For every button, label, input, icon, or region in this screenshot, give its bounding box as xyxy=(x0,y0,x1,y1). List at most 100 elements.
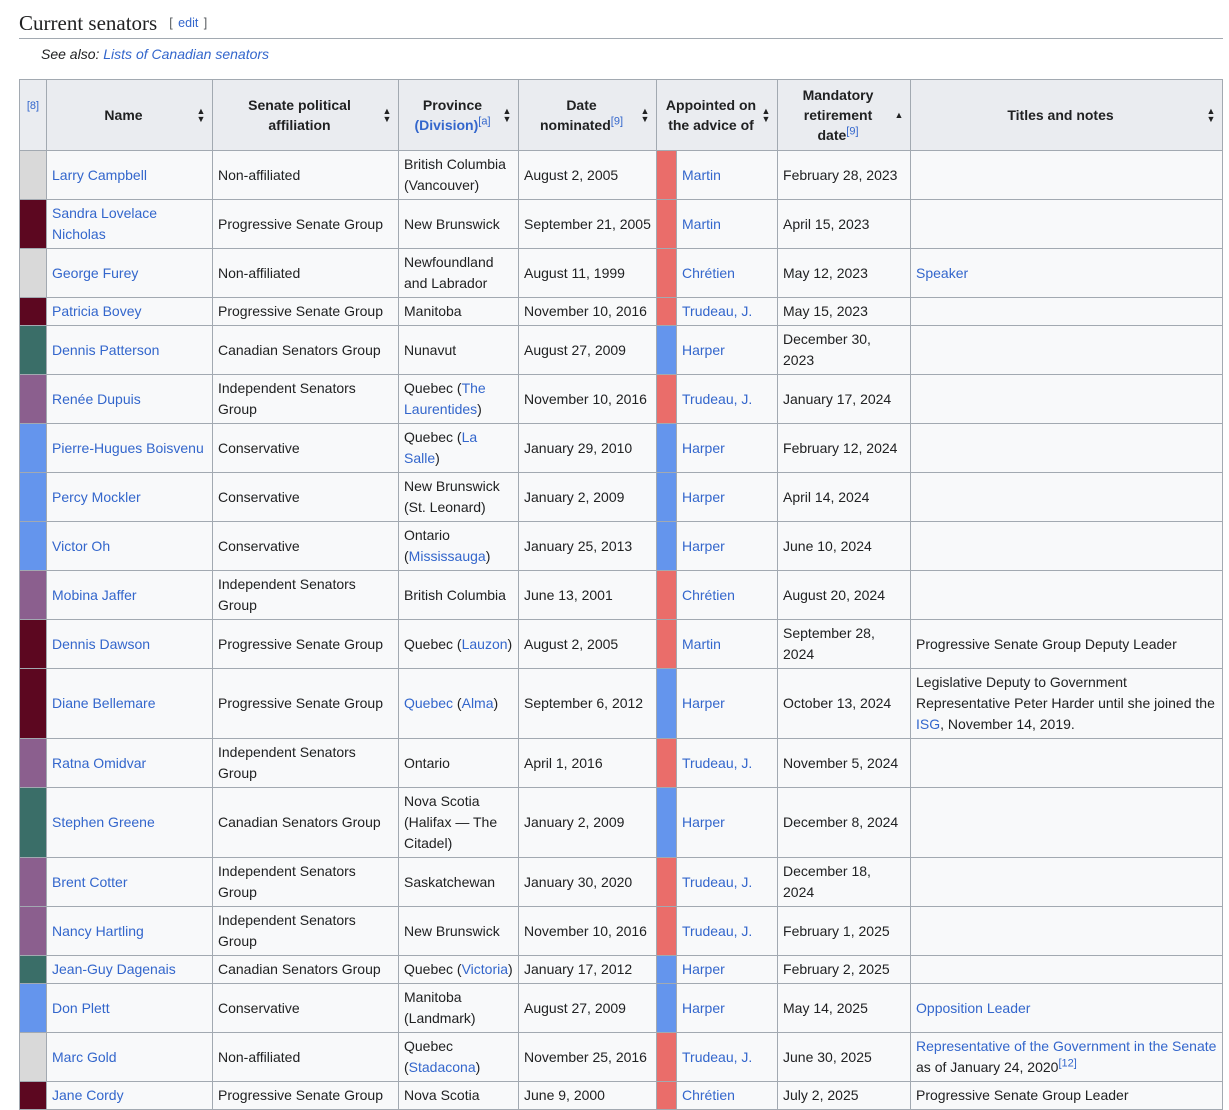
retirement-date-cell: December 8, 2024 xyxy=(777,787,912,858)
senator-name-link[interactable]: Victor Oh xyxy=(52,537,111,554)
senator-name-cell: Renée Dupuis xyxy=(46,374,213,424)
affiliation-cell: Independent Senators Group xyxy=(212,570,399,620)
senator-name-link[interactable]: Larry Campbell xyxy=(52,166,147,183)
note-ref-link[interactable]: [8] xyxy=(26,100,40,113)
pm-party-color-swatch xyxy=(656,248,677,298)
nominated-date-cell: April 1, 2016 xyxy=(518,738,657,788)
senator-name-link[interactable]: Diane Bellemare xyxy=(52,695,156,711)
sort-both-icon[interactable]: ▲ ▼ xyxy=(382,106,392,124)
province-cell: British Columbia xyxy=(398,570,519,620)
division-link[interactable]: Lauzon xyxy=(461,635,508,652)
prime-minister-link[interactable]: Chrétien xyxy=(682,1087,735,1103)
province-text: Quebec ( xyxy=(404,961,462,977)
header-province[interactable]: Province (Division)[a] ▲ ▼ xyxy=(398,79,519,151)
header-nominated[interactable]: Date nominated[9] ▲ ▼ xyxy=(518,79,657,151)
prime-minister-link[interactable]: Harper xyxy=(682,961,725,977)
prime-minister-link[interactable]: Trudeau, J. xyxy=(682,873,753,890)
senator-name-link[interactable]: George Furey xyxy=(52,264,139,281)
division-link[interactable]: Quebec xyxy=(404,695,454,711)
division-link[interactable]: Mississauga xyxy=(408,548,486,564)
prime-minister-link[interactable]: Martin xyxy=(682,166,721,183)
sort-ascending-icon[interactable]: ▲ xyxy=(894,110,904,120)
senator-name-link[interactable]: Nancy Hartling xyxy=(52,922,144,939)
header-province-ref[interactable]: [a] xyxy=(478,115,491,128)
prime-minister-link[interactable]: Harper xyxy=(682,814,725,830)
division-link[interactable]: Victoria xyxy=(461,961,509,977)
affiliation-cell: Independent Senators Group xyxy=(212,374,399,424)
prime-minister-link[interactable]: Harper xyxy=(682,341,725,358)
province-cell: British Columbia (Vancouver) xyxy=(398,150,519,200)
pm-party-color-swatch xyxy=(656,150,677,200)
header-name[interactable]: Name ▲ ▼ xyxy=(46,79,213,151)
header-nominated-ref[interactable]: [9] xyxy=(610,115,623,128)
nominated-date-cell: August 11, 1999 xyxy=(518,248,657,298)
province-text: Nova Scotia xyxy=(404,1087,480,1103)
affiliation-cell: Progressive Senate Group xyxy=(212,668,399,739)
senators-table-body: Larry Campbell Non-affiliated British Colu… xyxy=(19,150,1224,1110)
prime-minister-link[interactable]: Chrétien xyxy=(682,586,735,603)
senator-name-link[interactable]: Sandra Lovelace Nicholas xyxy=(52,205,158,242)
senator-name-link[interactable]: Ratna Omidvar xyxy=(52,754,147,771)
sort-both-icon[interactable]: ▲ ▼ xyxy=(502,106,512,124)
senator-name-link[interactable]: Dennis Dawson xyxy=(52,635,151,652)
title-link[interactable]: ISG xyxy=(916,716,941,732)
prime-minister-link[interactable]: Harper xyxy=(682,488,725,505)
header-division-link[interactable]: (Division) xyxy=(414,117,479,133)
header-retirement-ref[interactable]: [9] xyxy=(846,125,859,138)
province-text: Quebec ( xyxy=(404,380,462,396)
senator-name-link[interactable]: Stephen Greene xyxy=(52,814,155,830)
header-affiliation[interactable]: Senate political affiliation ▲ ▼ xyxy=(212,79,399,151)
titles-notes-cell xyxy=(910,199,1224,249)
sort-both-icon[interactable]: ▲ ▼ xyxy=(640,106,650,124)
reference-link[interactable]: [12] xyxy=(1058,1057,1077,1070)
province-text: ) xyxy=(508,961,513,977)
title-link[interactable]: Opposition Leader xyxy=(916,999,1031,1016)
province-text: ) xyxy=(507,635,513,652)
see-also-link[interactable]: Lists of Canadian senators xyxy=(103,46,270,62)
sort-both-icon[interactable]: ▲ ▼ xyxy=(1206,106,1216,124)
senator-name-link[interactable]: Mobina Jaffer xyxy=(52,586,137,603)
senator-name-link[interactable]: Patricia Bovey xyxy=(52,303,142,319)
prime-minister-link[interactable]: Chrétien xyxy=(682,264,735,281)
header-advice[interactable]: Appointed on the advice of ▲ ▼ xyxy=(655,79,779,151)
title-link[interactable]: Speaker xyxy=(916,264,969,281)
sort-both-icon[interactable]: ▲ ▼ xyxy=(761,106,771,124)
prime-minister-link[interactable]: Martin xyxy=(682,635,721,652)
affiliation-cell: Conservative xyxy=(212,423,399,473)
header-notes[interactable]: Titles and notes ▲ ▼ xyxy=(910,79,1224,151)
senator-name-link[interactable]: Pierre-Hugues Boisvenu xyxy=(52,439,204,456)
title-link[interactable]: Representative of the Government in the … xyxy=(916,1038,1217,1054)
division-link[interactable]: The Laurentides xyxy=(404,380,486,417)
prime-minister-link[interactable]: Harper xyxy=(682,439,725,456)
affiliation-color-swatch xyxy=(19,738,47,788)
senator-name-link[interactable]: Percy Mockler xyxy=(52,488,141,505)
senator-name-link[interactable]: Dennis Patterson xyxy=(52,341,160,358)
senator-name-link[interactable]: Renée Dupuis xyxy=(52,390,141,407)
pm-party-color-swatch xyxy=(656,199,677,249)
province-cell: Newfoundland and Labrador xyxy=(398,248,519,298)
senator-name-link[interactable]: Jean-Guy Dagenais xyxy=(52,961,176,977)
prime-minister-link[interactable]: Martin xyxy=(682,215,721,232)
prime-minister-link[interactable]: Trudeau, J. xyxy=(682,1048,753,1065)
division-link[interactable]: Stadacona xyxy=(408,1059,476,1075)
senator-name-link[interactable]: Don Plett xyxy=(52,999,110,1016)
prime-minister-link[interactable]: Trudeau, J. xyxy=(682,754,753,771)
senator-name-cell: Victor Oh xyxy=(46,521,213,571)
edit-link[interactable]: edit xyxy=(178,16,199,30)
division-link[interactable]: Alma xyxy=(461,695,494,711)
affiliation-cell: Progressive Senate Group xyxy=(212,619,399,669)
division-link[interactable]: La Salle xyxy=(404,429,478,466)
senator-name-link[interactable]: Marc Gold xyxy=(52,1048,117,1065)
province-text: New Brunswick xyxy=(404,215,500,232)
sort-both-icon[interactable]: ▲ ▼ xyxy=(196,106,206,124)
header-retirement[interactable]: Mandatory retirement date[9] ▲ xyxy=(777,79,912,151)
prime-minister-link[interactable]: Harper xyxy=(682,537,725,554)
prime-minister-link[interactable]: Harper xyxy=(682,999,725,1016)
prime-minister-link[interactable]: Trudeau, J. xyxy=(682,922,753,939)
senator-name-link[interactable]: Jane Cordy xyxy=(52,1087,124,1103)
prime-minister-link[interactable]: Trudeau, J. xyxy=(682,390,753,407)
senator-name-link[interactable]: Brent Cotter xyxy=(52,873,128,890)
prime-minister-link[interactable]: Harper xyxy=(682,695,725,711)
prime-minister-link[interactable]: Trudeau, J. xyxy=(682,303,753,319)
titles-notes-cell xyxy=(910,297,1224,326)
